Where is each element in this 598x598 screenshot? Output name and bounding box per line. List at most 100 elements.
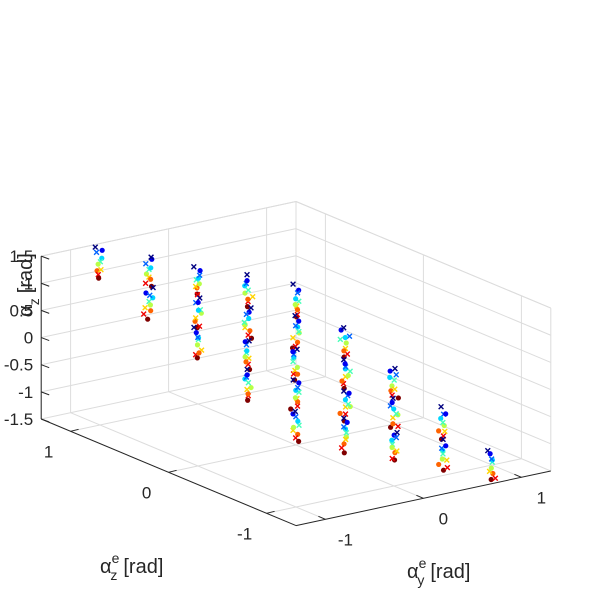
data-point-cross (243, 311, 250, 318)
x-tick-mark (416, 494, 424, 499)
data-point-dot (296, 438, 302, 444)
data-point-cross (92, 244, 99, 251)
data-point-cross (440, 451, 446, 457)
data-point-dot (296, 287, 302, 293)
data-point-cross (292, 343, 299, 350)
back-wall-grid-z (41, 363, 297, 420)
data-point-cross (142, 280, 149, 287)
data-point-cross (347, 368, 354, 375)
data-point-cross (391, 377, 398, 384)
x-axis-superscript: e (419, 555, 427, 571)
y-tick-label: 1 (44, 442, 53, 461)
data-point-cross (393, 410, 400, 417)
data-point-cross (393, 371, 400, 378)
data-point-dot (148, 276, 154, 282)
back-wall-grid-z (41, 255, 297, 311)
data-point-dot (342, 397, 349, 403)
data-point-dot (488, 476, 494, 483)
data-point-dot (389, 444, 395, 451)
back-wall-grid-z (41, 228, 297, 284)
side-wall-grid-z (295, 255, 551, 363)
data-point-cross (245, 332, 252, 338)
data-point-cross (290, 358, 296, 365)
data-point-dot (337, 410, 343, 416)
data-point-dot (342, 361, 348, 367)
data-point-cross (440, 436, 446, 443)
data-point-cross (394, 429, 400, 436)
z-tick-label: -0.5 (4, 356, 33, 375)
y-axis-label: αe z [rad] (100, 550, 163, 583)
data-point-dot (143, 290, 149, 296)
data-point-cross (194, 334, 201, 341)
data-point-dot (490, 470, 496, 477)
data-point-cross (290, 334, 296, 341)
data-point-dot (387, 368, 393, 374)
data-point-dot (294, 364, 300, 371)
z-tick-label: -1 (18, 383, 33, 402)
data-point-dot (436, 428, 442, 434)
data-point-dot (389, 399, 395, 406)
data-point-cross (343, 429, 350, 436)
data-point-dot (291, 377, 298, 383)
back-wall-grid-z (41, 309, 297, 366)
side-wall-grid-z (295, 363, 551, 472)
data-point-dot (389, 437, 395, 443)
data-point-cross (295, 328, 302, 335)
x-tick-mark (514, 473, 522, 478)
data-point-dot (99, 247, 105, 253)
z-tick-label: 1 (24, 274, 33, 293)
data-point-dot (148, 265, 154, 271)
side-wall-grid-z (295, 228, 551, 336)
y-axis-unit: [rad] (123, 556, 163, 578)
data-point-dot (390, 421, 396, 427)
data-point-cross (294, 384, 301, 391)
data-point-cross (444, 464, 451, 471)
data-point-cross (292, 408, 299, 415)
data-point-cross (292, 312, 298, 319)
z-axis-symbol: α (15, 305, 37, 317)
data-point-cross (191, 324, 197, 331)
points-layer (92, 244, 499, 483)
data-point-dot (196, 281, 202, 287)
data-point-dot (295, 399, 301, 405)
data-point-cross (245, 287, 252, 293)
data-point-cross (340, 324, 347, 331)
data-point-cross (438, 403, 444, 410)
data-point-dot (195, 299, 201, 306)
data-point-cross (441, 428, 448, 435)
y-axis-symbol: α (100, 556, 112, 578)
data-point-dot (294, 339, 301, 345)
y-tick-mark (70, 428, 79, 432)
data-point-cross (389, 455, 396, 462)
data-point-dot (194, 355, 200, 361)
z-tick-mark (41, 391, 50, 396)
data-point-dot (296, 380, 302, 386)
data-point-dot (242, 354, 248, 360)
data-point-dot (193, 330, 199, 336)
data-point-dot (292, 395, 299, 401)
floor-grid-y (168, 417, 424, 473)
data-point-dot (295, 418, 301, 424)
data-point-dot (293, 296, 299, 302)
data-point-cross (245, 379, 252, 386)
data-point-dot (94, 268, 100, 274)
data-point-dot (245, 296, 251, 302)
floor-grid-y (70, 376, 326, 432)
side-wall-grid-z (295, 309, 551, 418)
data-point-cross (338, 445, 345, 451)
data-point-cross (142, 304, 148, 311)
data-point-cross (142, 260, 149, 267)
data-point-dot (290, 424, 297, 430)
x-axis-label: αe y [rad] (407, 555, 470, 588)
data-point-cross (93, 249, 100, 256)
data-point-dot (295, 431, 301, 437)
data-point-dot (443, 411, 449, 417)
data-point-dot (296, 318, 302, 324)
data-point-cross (340, 388, 347, 394)
data-point-dot (345, 372, 351, 379)
data-point-dot (439, 456, 445, 462)
back-wall-grid-z (41, 336, 297, 393)
data-point-dot (195, 307, 202, 313)
floor-grid-y (266, 458, 522, 514)
